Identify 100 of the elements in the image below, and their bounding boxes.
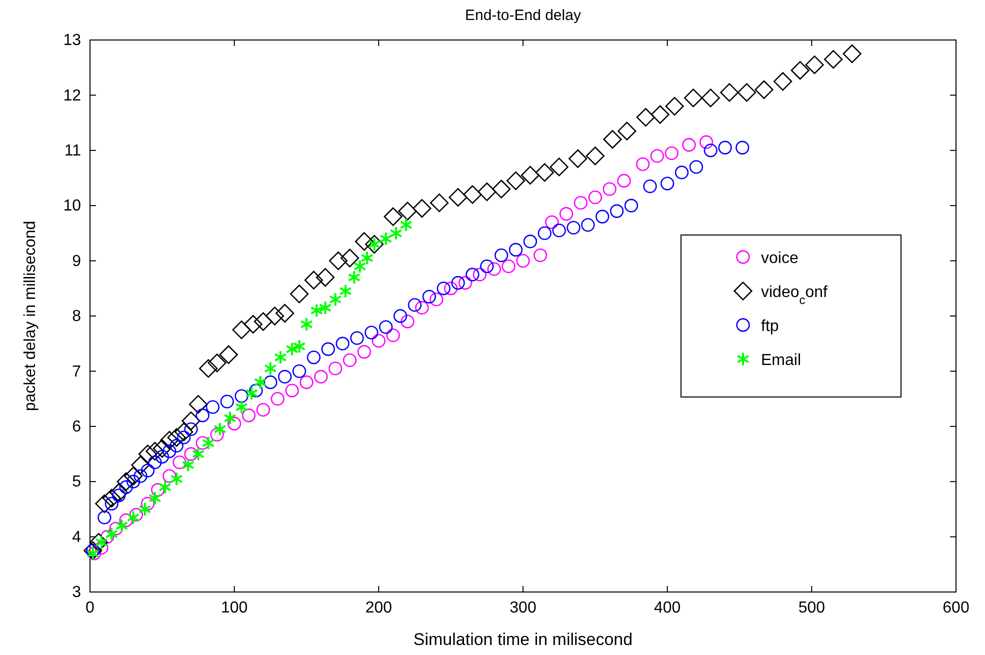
point <box>617 174 631 188</box>
point <box>684 88 703 108</box>
point <box>682 138 696 152</box>
legend-label: ftp <box>761 318 779 335</box>
point <box>264 361 277 376</box>
point <box>264 375 278 390</box>
y-tick-label: 8 <box>72 308 82 326</box>
point <box>430 194 449 212</box>
x-tick-label: 100 <box>220 599 248 616</box>
point <box>110 483 128 502</box>
point <box>436 282 450 296</box>
point <box>545 215 559 229</box>
point <box>95 494 114 513</box>
point <box>286 342 298 356</box>
point <box>552 224 566 238</box>
point <box>458 276 472 290</box>
point <box>206 400 220 414</box>
point <box>336 336 350 350</box>
point <box>182 412 200 430</box>
point <box>292 364 306 378</box>
point <box>350 331 364 345</box>
y-axis-title: packet delay in millisecond <box>22 220 39 412</box>
point <box>134 469 148 483</box>
point <box>162 469 176 483</box>
point <box>199 359 218 378</box>
point <box>516 254 530 268</box>
point <box>228 416 242 430</box>
point <box>602 182 616 196</box>
point <box>603 130 622 149</box>
point <box>119 513 133 528</box>
point <box>790 61 810 80</box>
point <box>494 248 508 262</box>
x-axis-title: Simulation time in milisecond <box>413 630 633 649</box>
point <box>586 146 604 166</box>
point <box>550 158 568 176</box>
point <box>167 428 186 447</box>
x-tick-label: 300 <box>510 599 536 616</box>
point <box>321 342 335 356</box>
point <box>574 196 588 210</box>
point <box>720 83 739 102</box>
point <box>328 362 342 376</box>
point <box>650 149 664 163</box>
point <box>340 248 360 268</box>
point <box>354 232 374 251</box>
point <box>773 72 792 91</box>
point <box>100 530 114 544</box>
point <box>148 490 162 506</box>
point <box>444 282 458 296</box>
point <box>314 370 328 384</box>
point <box>148 455 162 470</box>
point <box>566 220 580 234</box>
point <box>188 395 208 414</box>
point <box>254 312 273 331</box>
point <box>234 389 248 403</box>
point <box>244 314 262 334</box>
point <box>265 306 284 326</box>
point <box>339 284 352 298</box>
point <box>316 268 335 287</box>
point <box>318 300 332 315</box>
point <box>290 284 309 304</box>
point <box>824 50 843 69</box>
point <box>146 442 164 461</box>
point <box>184 447 198 461</box>
point <box>170 438 184 453</box>
point <box>210 428 224 442</box>
y-tick-label: 6 <box>72 418 82 436</box>
point <box>596 210 610 224</box>
y-tick-label: 11 <box>64 142 82 160</box>
point <box>270 392 284 406</box>
point <box>480 260 494 274</box>
y-tick-label: 7 <box>72 363 82 380</box>
legend-label: video$_{c}$onf <box>761 284 828 307</box>
point <box>636 157 650 172</box>
point <box>384 207 402 226</box>
point <box>300 317 313 332</box>
point <box>492 180 511 198</box>
point <box>256 403 270 417</box>
y-tick-label: 12 <box>63 87 82 104</box>
point <box>220 394 234 408</box>
point <box>660 176 674 190</box>
legend-label: Email <box>761 352 802 369</box>
point <box>754 80 774 99</box>
y-tick-label: 9 <box>72 252 82 270</box>
point <box>520 166 540 185</box>
point <box>379 320 393 334</box>
point <box>451 276 465 290</box>
point <box>398 202 417 220</box>
y-tick-label: 13 <box>63 32 82 50</box>
point <box>300 375 314 390</box>
point <box>131 456 150 474</box>
point <box>292 339 306 354</box>
point <box>502 260 516 274</box>
point <box>192 446 205 462</box>
point <box>102 488 121 508</box>
point <box>306 350 321 364</box>
point <box>415 300 429 315</box>
point <box>533 248 548 262</box>
point <box>842 44 862 64</box>
point <box>422 290 436 304</box>
point <box>285 384 299 398</box>
